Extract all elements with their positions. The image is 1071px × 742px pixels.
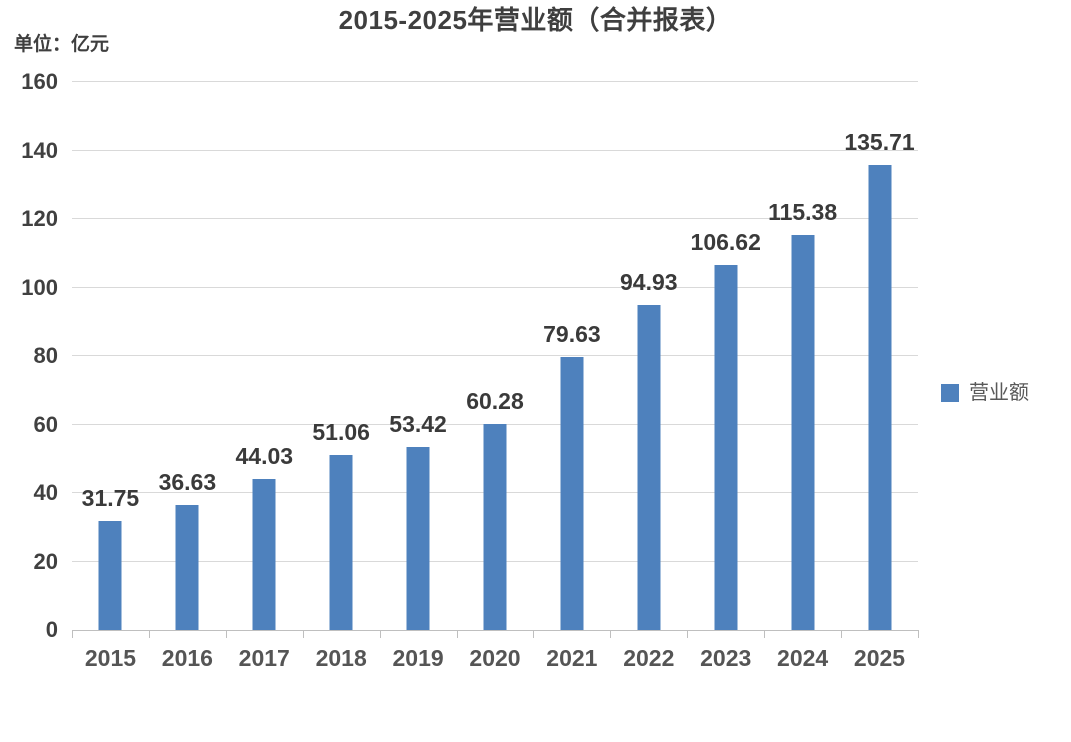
bar	[714, 264, 738, 630]
category-column: 60.28 2020	[457, 82, 534, 669]
x-axis-tick-label: 2015	[84, 645, 137, 671]
bar	[868, 165, 892, 630]
x-axis-tick-mark	[148, 630, 150, 638]
bar-value-label: 60.28	[466, 387, 524, 414]
gridline	[72, 149, 918, 151]
x-axis-tick-mark	[379, 630, 381, 638]
bar	[637, 304, 661, 630]
unit-label: 单位：亿元	[14, 34, 110, 55]
category-column: 44.03 2017	[226, 82, 303, 670]
bar-value-label: 31.75	[81, 485, 140, 512]
x-axis-tick-mark	[687, 630, 689, 638]
x-axis-tick-mark	[533, 630, 535, 638]
bar	[329, 455, 353, 630]
bar-columns: 31.75 2015 36.63 2016 44.03 2017 51.06 2018 53.4…	[72, 82, 918, 670]
bar	[175, 504, 199, 630]
x-axis-tick-mark	[72, 630, 73, 638]
bar-value-label: 115.38	[768, 198, 838, 225]
category-column: 94.93 2022	[610, 82, 687, 669]
x-axis-tick-mark	[610, 630, 612, 638]
y-axis-tick-label: 40	[33, 480, 58, 505]
category-column: 106.62 2023	[687, 82, 764, 669]
bar-value-label: 51.06	[312, 419, 370, 446]
bar	[406, 447, 430, 630]
x-axis-tick-label: 2021	[546, 645, 598, 671]
legend: 营业额	[941, 383, 1029, 403]
x-axis-tick-mark	[225, 630, 227, 638]
plot-area: 0 20 40 60 80 100 120 140 160 31.75 2015 36.63 2016 4…	[21, 71, 919, 670]
bar	[98, 521, 122, 630]
x-axis-tick-label: 2016	[161, 645, 213, 671]
x-axis-tick-mark	[918, 630, 919, 638]
bar-value-label: 79.63	[543, 321, 601, 348]
bar	[483, 423, 507, 630]
category-column: 79.63 2021	[533, 82, 610, 670]
y-axis-tick-label: 0	[45, 617, 58, 642]
legend-swatch-icon	[941, 384, 959, 402]
category-column: 31.75 2015	[72, 82, 149, 670]
x-axis-tick-mark	[302, 630, 304, 638]
category-column: 115.38 2024	[764, 82, 841, 669]
gridline	[72, 218, 918, 219]
gridline	[72, 355, 918, 356]
y-axis-tick-label: 140	[21, 137, 58, 163]
legend-label: 营业额	[969, 382, 1029, 404]
x-axis-tick-mark	[841, 630, 843, 638]
chart-title: 2015-2025年营业额（合并报表）	[338, 5, 733, 35]
bar	[560, 357, 584, 630]
gridline	[72, 286, 918, 288]
x-axis-tick-label: 2023	[700, 645, 752, 671]
y-axis-tick-label: 160	[21, 69, 58, 94]
x-axis-tick-mark	[456, 630, 458, 638]
category-column: 36.63 2016	[149, 82, 226, 669]
x-axis-tick-label: 2017	[238, 645, 290, 671]
bar-value-label: 94.93	[620, 268, 678, 295]
x-axis-tick-label: 2020	[469, 645, 521, 671]
bar-value-label: 53.42	[389, 411, 447, 438]
category-column: 51.06 2018	[303, 82, 380, 670]
category-column: 53.42 2019	[380, 82, 457, 670]
x-axis-tick-label: 2019	[392, 645, 444, 671]
bar	[791, 234, 815, 630]
y-axis-tick-label: 20	[33, 548, 58, 574]
gridline	[72, 81, 918, 82]
x-axis-tick-label: 2024	[777, 645, 829, 671]
y-axis-tick-label: 120	[21, 206, 58, 231]
x-axis-tick-label: 2025	[853, 645, 906, 671]
bar-value-label: 106.62	[690, 228, 761, 255]
category-column: 135.71 2025	[841, 82, 918, 670]
bar-value-label: 36.63	[158, 468, 217, 495]
bar	[252, 479, 276, 630]
y-axis-tick-label: 100	[21, 274, 58, 300]
y-axis-tick-label: 80	[33, 343, 58, 368]
x-axis-tick-label: 2022	[623, 645, 675, 671]
x-axis-tick-label: 2018	[315, 645, 367, 671]
y-axis-tick-label: 60	[33, 411, 58, 437]
x-axis-tick-mark	[764, 630, 766, 638]
bar-value-label: 44.03	[235, 443, 294, 470]
bar-value-label: 135.71	[844, 129, 915, 156]
